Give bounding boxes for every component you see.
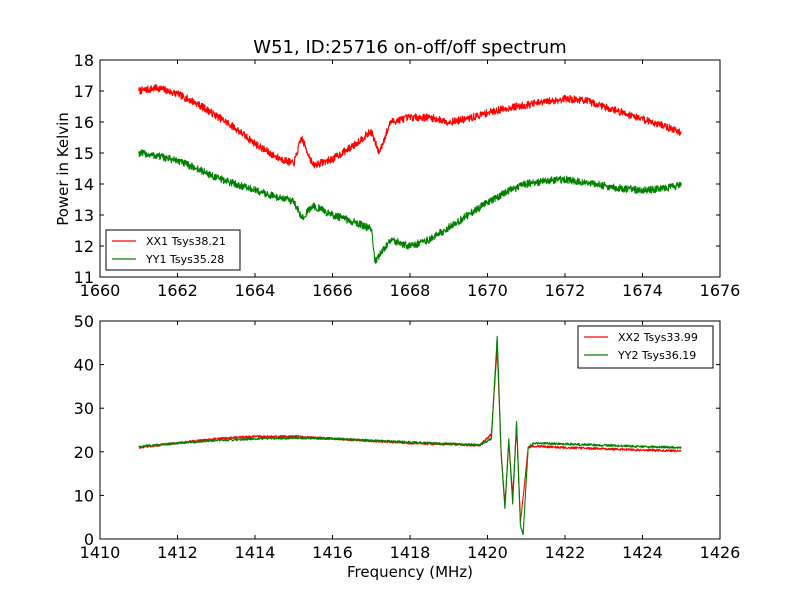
bottom-series-line-1: [138, 346, 682, 523]
bottom-x-tick-label: 1418: [390, 543, 431, 562]
bottom-x-tick-label: 1412: [157, 543, 198, 562]
top-x-tick-label: 1670: [467, 281, 508, 300]
top-y-tick-label: 13: [74, 206, 94, 225]
top-x-tick-label: 1674: [622, 281, 663, 300]
bottom-legend: XX2 Tsys33.99 YY2 Tsys36.19: [577, 325, 714, 369]
top-series-line-2: [138, 149, 682, 264]
bottom-y-tick-label: 20: [74, 443, 94, 462]
bottom-series-line-2: [138, 335, 682, 536]
top-y-tick-label: 17: [74, 82, 94, 101]
bottom-panel: 1410 1412 1414 1416 1418 1420 1422 1424 1426 0 10 2…: [74, 312, 741, 562]
bottom-legend-box: [577, 325, 714, 369]
top-y-tick-label: 16: [74, 113, 94, 132]
top-x-tick-label: 1660: [80, 281, 121, 300]
bottom-x-tick-label: 1410: [80, 543, 121, 562]
top-y-axis-label: Power in Kelvin: [54, 112, 72, 226]
top-legend-label-2: YY1 Tsys35.28: [145, 253, 224, 266]
chart-title: W51, ID:25716 on-off/off spectrum: [253, 37, 566, 58]
bottom-legend-label-1: XX2 Tsys33.99: [618, 331, 698, 344]
top-y-tick-label: 11: [74, 268, 94, 287]
bottom-y-tick-label: 10: [74, 486, 94, 505]
bottom-x-axis-label: Frequency (MHz): [347, 563, 473, 581]
bottom-y-tick-label: 30: [74, 399, 94, 418]
bottom-x-tick-label: 1420: [467, 543, 508, 562]
top-x-tick-label: 1664: [235, 281, 276, 300]
top-legend: XX1 Tsys38.21 YY1 Tsys35.28: [105, 229, 241, 271]
bottom-y-tick-label: 0: [84, 530, 94, 549]
top-legend-box: [105, 229, 241, 271]
top-x-tick-label: 1676: [700, 281, 741, 300]
top-y-tick-label: 15: [74, 144, 94, 163]
top-y-tick-label: 12: [74, 237, 94, 256]
top-x-tick-label: 1662: [157, 281, 198, 300]
top-x-tick-label: 1668: [390, 281, 431, 300]
bottom-x-tick-label: 1416: [312, 543, 353, 562]
top-y-tick-label: 14: [74, 175, 94, 194]
chart-panels: 1660 1662 1664 1666 1668 1670 1672 1674 1676 11 12…: [74, 51, 741, 562]
top-series-line-1: [138, 84, 682, 169]
bottom-y-tick-label: 40: [74, 356, 94, 375]
bottom-x-tick-label: 1422: [545, 543, 586, 562]
top-legend-label-1: XX1 Tsys38.21: [146, 235, 226, 248]
bottom-x-tick-label: 1426: [700, 543, 741, 562]
top-panel: 1660 1662 1664 1666 1668 1670 1672 1674 1676 11 12…: [74, 51, 741, 300]
bottom-y-tick-label: 50: [74, 312, 94, 331]
bottom-x-tick-label: 1424: [622, 543, 663, 562]
top-y-tick-label: 18: [74, 51, 94, 70]
top-x-tick-label: 1666: [312, 281, 353, 300]
bottom-legend-label-2: YY2 Tsys36.19: [617, 349, 696, 362]
top-x-tick-label: 1672: [545, 281, 586, 300]
bottom-x-tick-label: 1414: [235, 543, 276, 562]
